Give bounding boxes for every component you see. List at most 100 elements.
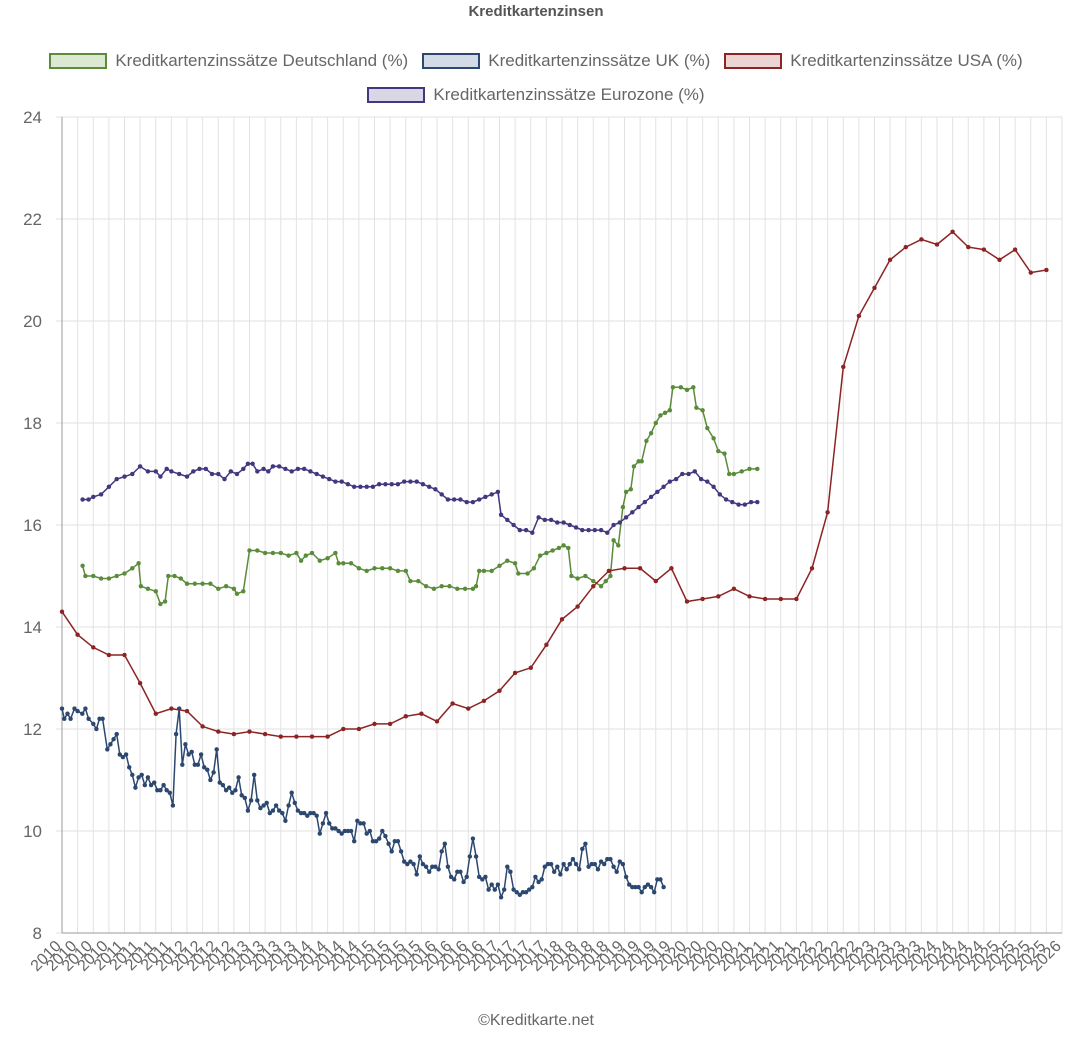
data-point-2: [450, 701, 455, 706]
data-point-1: [173, 731, 179, 737]
data-point-1: [489, 882, 494, 887]
data-point-1: [80, 711, 85, 716]
data-point-3: [439, 492, 444, 497]
data-point-1: [158, 787, 163, 793]
data-point-3: [86, 497, 91, 502]
data-point-1: [592, 861, 598, 867]
data-point-0: [591, 578, 596, 584]
data-point-0: [620, 504, 626, 510]
data-point-3: [80, 497, 85, 502]
data-point-1: [580, 846, 585, 852]
data-point-0: [286, 553, 291, 558]
data-point-1: [542, 864, 548, 869]
data-point-3: [295, 466, 301, 472]
data-point-1: [514, 889, 519, 895]
y-tick-label: 18: [23, 414, 42, 433]
data-point-0: [531, 566, 537, 571]
data-point-3: [686, 471, 691, 477]
data-point-1: [601, 861, 607, 867]
data-point-1: [339, 831, 344, 836]
data-point-1: [323, 810, 329, 816]
data-point-3: [736, 502, 741, 507]
data-point-0: [231, 586, 237, 592]
data-point-3: [276, 464, 282, 469]
data-point-0: [80, 563, 85, 569]
data-point-3: [667, 479, 673, 484]
data-point-2: [75, 632, 80, 637]
data-point-3: [320, 474, 326, 479]
data-point-3: [98, 492, 104, 497]
data-point-0: [497, 563, 502, 569]
data-point-0: [138, 583, 144, 589]
data-point-3: [655, 489, 660, 495]
data-point-1: [264, 800, 269, 806]
data-point-2: [981, 247, 987, 252]
data-point-1: [480, 877, 485, 882]
data-point-1: [548, 861, 554, 867]
data-point-3: [567, 522, 573, 528]
data-point-0: [325, 555, 330, 561]
data-point-3: [314, 471, 319, 477]
data-point-1: [348, 828, 354, 834]
data-point-1: [75, 708, 80, 714]
data-point-1: [65, 711, 70, 716]
data-point-1: [251, 772, 257, 778]
data-point-0: [616, 543, 621, 548]
data-point-2: [591, 583, 596, 589]
data-point-1: [461, 879, 466, 885]
legend-item-deutschland[interactable]: Kreditkartenzinssätze Deutschland (%): [49, 51, 408, 71]
data-point-3: [169, 469, 174, 474]
data-point-3: [376, 481, 382, 487]
legend-label-usa: Kreditkartenzinssätze USA (%): [790, 51, 1023, 70]
data-point-1: [367, 828, 373, 834]
data-point-0: [694, 405, 699, 410]
legend-item-eurozone[interactable]: Kreditkartenzinssätze Eurozone (%): [367, 85, 705, 105]
data-point-3: [308, 469, 313, 474]
data-point-1: [623, 874, 629, 880]
data-point-3: [420, 481, 426, 487]
data-point-3: [433, 487, 438, 492]
data-point-0: [739, 469, 744, 474]
data-point-2: [637, 566, 643, 571]
data-point-0: [439, 583, 444, 589]
data-point-1: [189, 749, 194, 755]
legend-swatch-uk: [422, 53, 481, 69]
data-point-2: [403, 714, 409, 719]
legend-label-deutschland: Kreditkartenzinssätze Deutschland (%): [115, 51, 409, 70]
data-point-1: [433, 864, 438, 869]
legend-item-usa[interactable]: Kreditkartenzinssätze USA (%): [724, 51, 1023, 71]
data-point-1: [226, 785, 232, 790]
legend-row-1: Kreditkartenzinssätze Deutschland (%) Kr…: [0, 44, 1072, 78]
legend-swatch-eurozone: [367, 87, 426, 103]
data-point-0: [670, 385, 676, 390]
data-point-1: [636, 884, 641, 890]
data-point-1: [401, 859, 407, 864]
data-point-2: [497, 688, 502, 694]
data-point-2: [559, 617, 565, 622]
data-point-2: [356, 726, 362, 732]
data-point-3: [573, 525, 579, 530]
data-point-1: [408, 859, 413, 864]
data-point-1: [211, 770, 216, 775]
data-point-1: [398, 849, 404, 854]
data-point-1: [483, 874, 488, 880]
data-point-1: [417, 854, 423, 859]
data-point-0: [516, 571, 521, 576]
data-point-0: [309, 550, 315, 556]
data-point-3: [698, 476, 704, 482]
data-point-2: [309, 734, 315, 739]
legend-item-uk[interactable]: Kreditkartenzinssätze UK (%): [422, 51, 710, 71]
data-point-3: [523, 527, 529, 533]
data-point-3: [476, 497, 482, 502]
data-point-2: [231, 731, 237, 737]
data-point-1: [583, 841, 588, 847]
legend-swatch-usa: [724, 53, 783, 69]
data-point-0: [122, 571, 127, 576]
data-point-0: [247, 548, 252, 553]
data-point-2: [200, 724, 205, 729]
data-point-1: [523, 889, 529, 895]
data-point-0: [603, 578, 609, 584]
data-point-1: [326, 821, 332, 826]
data-point-0: [145, 586, 151, 592]
data-point-0: [608, 573, 613, 579]
